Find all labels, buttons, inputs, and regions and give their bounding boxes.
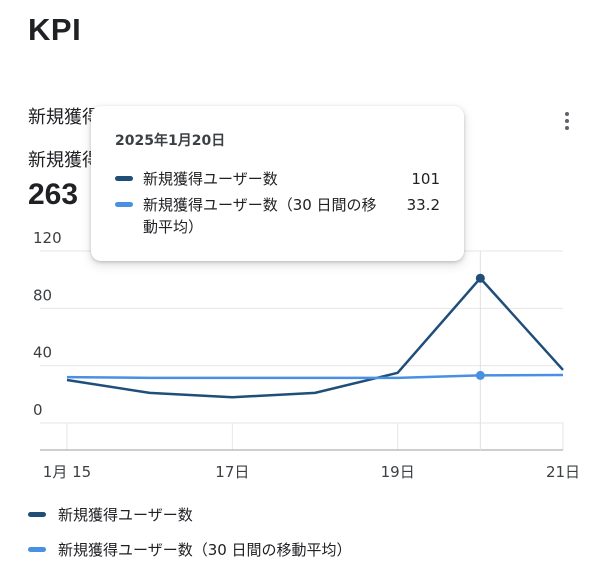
data-point: [475, 370, 485, 380]
y-tick-label: 40: [33, 344, 52, 362]
tooltip-row: 新規獲得ユーザー数 101: [115, 168, 440, 190]
tooltip-value: 33.2: [406, 196, 440, 214]
tooltip-value: 101: [411, 170, 440, 188]
series-line-1: [66, 276, 564, 399]
series-line-2: [66, 373, 564, 380]
page-title: KPI: [28, 12, 82, 47]
chart-legend: 新規獲得ユーザー数 新規獲得ユーザー数（30 日間の移動平均）: [28, 504, 352, 560]
legend-swatch-series1: [28, 512, 46, 517]
tooltip-label: 新規獲得ユーザー数（30 日間の移動平均）: [143, 196, 377, 236]
x-tick-label: 21日: [546, 463, 580, 481]
tooltip-label: 新規獲得ユーザー数: [143, 170, 278, 188]
x-tick-label: 17日: [215, 463, 249, 481]
legend-label: 新規獲得ユーザー数: [58, 506, 193, 524]
tooltip-swatch-series1: [115, 176, 133, 181]
metric-value: 263: [28, 178, 79, 211]
legend-swatch-series2: [28, 547, 46, 552]
data-point: [475, 273, 485, 283]
tooltip-row: 新規獲得ユーザー数（30 日間の移動平均） 33.2: [115, 194, 440, 238]
chart-tooltip: 2025年1月20日 新規獲得ユーザー数 101 新規獲得ユーザー数（30 日間…: [91, 106, 464, 261]
tooltip-date: 2025年1月20日: [115, 133, 226, 149]
x-tick-label: 1月 15: [43, 463, 91, 481]
y-tick-label: 120: [33, 229, 62, 247]
legend-item-series2[interactable]: 新規獲得ユーザー数（30 日間の移動平均）: [28, 539, 352, 560]
legend-label: 新規獲得ユーザー数（30 日間の移動平均）: [58, 541, 352, 559]
y-tick-label: 0: [33, 401, 43, 419]
more-vert-icon[interactable]: [556, 108, 578, 134]
x-tick-label: 19日: [381, 463, 415, 481]
tooltip-swatch-series2: [115, 202, 133, 207]
y-tick-label: 80: [33, 286, 52, 304]
legend-item-series1[interactable]: 新規獲得ユーザー数: [28, 504, 352, 525]
